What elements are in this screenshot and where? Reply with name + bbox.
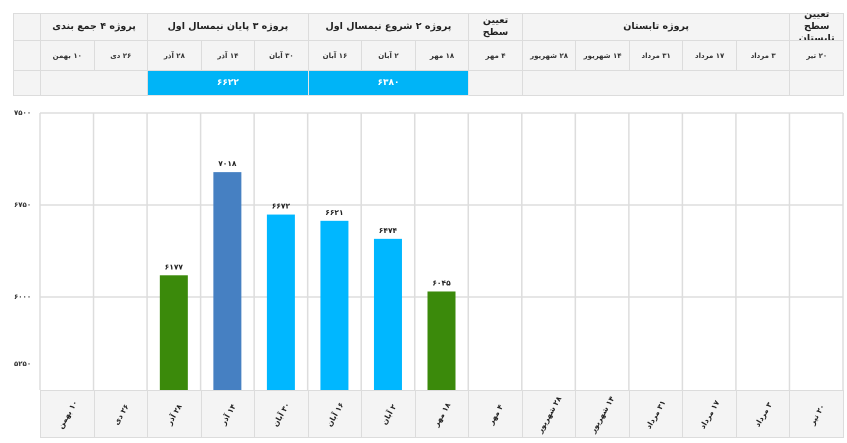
bar — [320, 220, 349, 390]
date-header: ۲۶ دی — [93, 40, 149, 71]
date-header: ۲۰ تیر — [789, 40, 844, 71]
x-axis-cell: ۴ مهر — [468, 390, 523, 438]
bar-value-label: ۶۰۴۵ — [432, 278, 451, 287]
group-header: پروژه ۳ پایان نیمسال اول — [147, 13, 309, 41]
x-axis-cell: ۲۸ شهریور — [521, 390, 577, 438]
x-axis-cell: ۱۰ بهمن — [40, 390, 95, 438]
bar-value-label: ۶۱۷۷ — [165, 262, 184, 271]
date-header: ۲۸ شهریور — [521, 40, 577, 71]
header-corner-avg — [13, 70, 41, 96]
bar — [427, 291, 456, 390]
x-axis-cell: ۲۸ آذر — [147, 390, 202, 438]
x-axis-cell: ۱۶ آبان — [307, 390, 363, 438]
bar — [213, 172, 242, 390]
group-header: تعیین سطح تابستان — [789, 9, 844, 44]
y-tick-label: ۵۲۵۰ — [14, 360, 32, 368]
date-header: ۴ مهر — [468, 40, 523, 71]
y-tick-label: ۶۰۰۰ — [14, 293, 32, 301]
header-corner-dates — [13, 40, 41, 71]
y-tick-label: ۷۵۰۰ — [14, 109, 32, 117]
header-corner — [13, 13, 41, 41]
y-tick-label: ۶۷۵۰ — [14, 201, 32, 209]
bar — [266, 214, 295, 390]
date-header: ۱۶ آبان — [307, 40, 363, 71]
group-average-empty — [40, 70, 149, 96]
bar — [373, 238, 402, 390]
x-axis-cell: ۱۴ آذر — [200, 390, 256, 438]
group-header: تعیین سطح — [468, 13, 523, 41]
x-axis-cell: ۲۰ تیر — [789, 390, 844, 438]
date-header: ۲۸ آذر — [147, 40, 202, 71]
x-axis-cell: ۱۴ شهریور — [575, 390, 630, 438]
x-axis-cell: ۳ مرداد — [735, 390, 791, 438]
date-header: ۱۰ بهمن — [40, 40, 95, 71]
group-header: پروژه تابستان — [521, 13, 791, 41]
bar-value-label: ۶۶۷۲ — [272, 202, 291, 211]
date-header: ۱۸ مهر — [414, 40, 470, 71]
bar-value-label: ۶۶۲۱ — [325, 208, 343, 217]
bar-value-label: ۷۰۱۸ — [218, 159, 237, 168]
x-axis-cell: ۱۷ مرداد — [682, 390, 737, 438]
x-axis-cell: ۳۱ مرداد — [628, 390, 684, 438]
bar — [159, 275, 188, 390]
x-axis-cell: ۲۶ دی — [93, 390, 149, 438]
bar-value-label: ۶۴۷۴ — [379, 226, 398, 235]
